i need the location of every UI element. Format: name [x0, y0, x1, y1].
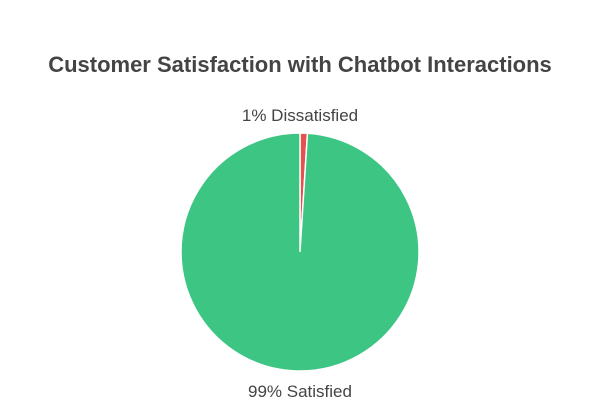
- slice-label-1: 99% Satisfied: [248, 382, 352, 401]
- chart-title: Customer Satisfaction with Chatbot Inter…: [48, 52, 552, 77]
- pie-slice-1: [180, 132, 420, 372]
- slice-label-0: 1% Dissatisfied: [242, 106, 358, 125]
